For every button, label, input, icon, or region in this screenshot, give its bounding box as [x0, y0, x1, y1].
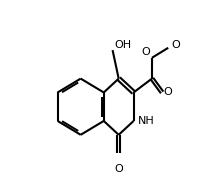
Text: NH: NH	[138, 116, 155, 126]
Text: OH: OH	[114, 40, 131, 50]
Text: O: O	[141, 47, 150, 57]
Text: O: O	[171, 40, 180, 50]
Text: O: O	[114, 164, 123, 174]
Text: O: O	[163, 87, 172, 97]
